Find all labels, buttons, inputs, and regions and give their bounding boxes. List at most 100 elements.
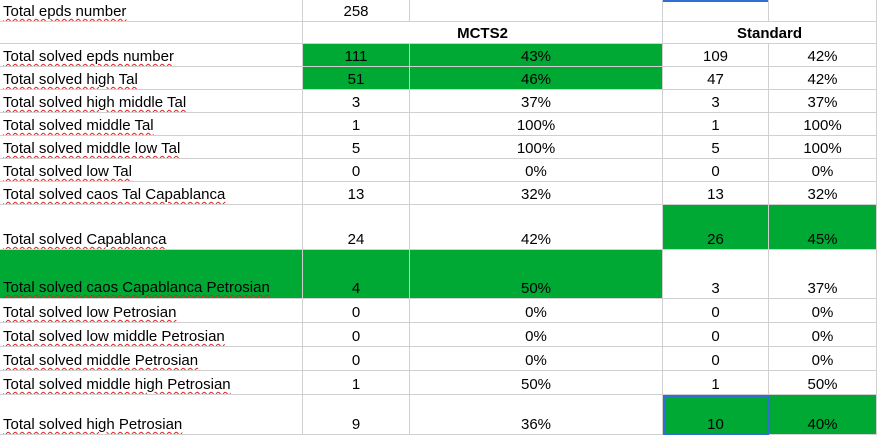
std-count-cell[interactable]: 0 <box>663 159 769 182</box>
mcts-pct-cell[interactable]: 36% <box>410 395 663 435</box>
mcts-pct-cell[interactable]: 46% <box>410 67 663 90</box>
std-count-cell[interactable]: 1 <box>663 371 769 395</box>
mcts-count-cell-text: 0 <box>351 163 361 180</box>
row-label-text: Total solved epds number <box>3 48 174 65</box>
std-count-cell-text: 3 <box>711 94 720 111</box>
mcts-count-cell[interactable]: 13 <box>303 182 410 205</box>
mcts-pct-cell[interactable]: 0% <box>410 323 663 347</box>
mcts-count-cell[interactable]: 9 <box>303 395 410 435</box>
mcts-count-cell[interactable]: 24 <box>303 205 410 250</box>
std-pct-cell[interactable]: 32% <box>769 182 877 205</box>
mcts-pct-cell[interactable]: 43% <box>410 44 663 67</box>
row-label[interactable]: Total solved Capablanca <box>0 205 303 250</box>
mcts-pct-cell[interactable]: 37% <box>410 90 663 113</box>
mcts-pct-cell[interactable]: 50% <box>410 371 663 395</box>
std-count-cell[interactable]: 10 <box>663 395 769 435</box>
row-label[interactable]: Total solved high Petrosian <box>0 395 303 435</box>
mcts-count-cell[interactable]: 111 <box>303 44 410 67</box>
mcts-pct-cell[interactable]: 50% <box>410 250 663 299</box>
row-label[interactable]: Total solved high Tal <box>0 67 303 90</box>
std-count-cell[interactable]: 26 <box>663 205 769 250</box>
row-label-text: Total solved middle Petrosian <box>3 352 199 369</box>
row-label-text: Total solved low middle Petrosian <box>3 328 225 345</box>
std-pct-cell[interactable]: 100% <box>769 136 877 159</box>
mcts-count-cell-text: 3 <box>351 94 361 111</box>
mcts-pct-cell[interactable]: 0% <box>410 299 663 323</box>
mcts-pct-cell[interactable]: 0% <box>410 347 663 371</box>
std-count-cell[interactable]: 47 <box>663 67 769 90</box>
row-label[interactable]: Total solved low middle Petrosian <box>0 323 303 347</box>
row-label[interactable]: Total solved middle Tal <box>0 113 303 136</box>
mcts-pct-cell-text: 32% <box>520 186 552 203</box>
row-label[interactable]: Total solved high middle Tal <box>0 90 303 113</box>
row-label-text: Total solved high Petrosian <box>3 416 183 433</box>
std-pct-cell-text: 32% <box>807 186 838 203</box>
mcts-pct-cell[interactable]: 32% <box>410 182 663 205</box>
mcts-pct-cell[interactable]: 100% <box>410 136 663 159</box>
std-count-cell[interactable]: 0 <box>663 323 769 347</box>
row-label[interactable]: Total solved caos Capablanca Petrosian <box>0 250 303 299</box>
mcts-count-cell[interactable]: 0 <box>303 347 410 371</box>
std-count-cell[interactable]: 13 <box>663 182 769 205</box>
std-pct-cell[interactable]: 0% <box>769 347 877 371</box>
std-pct-cell[interactable]: 45% <box>769 205 877 250</box>
row-label[interactable]: Total solved low Tal <box>0 159 303 182</box>
mcts-count-cell[interactable]: 3 <box>303 90 410 113</box>
row-label[interactable]: Total solved low Petrosian <box>0 299 303 323</box>
std-pct-cell[interactable]: 42% <box>769 67 877 90</box>
row-label[interactable]: Total solved caos Tal Capablanca <box>0 182 303 205</box>
std-pct-cell[interactable]: 37% <box>769 90 877 113</box>
std-pct-cell[interactable]: 100% <box>769 113 877 136</box>
header-standard[interactable]: Standard <box>663 22 877 44</box>
std-pct-cell[interactable]: 40% <box>769 395 877 435</box>
std-pct-cell-text: 0% <box>811 163 834 180</box>
row-label[interactable]: Total solved middle high Petrosian <box>0 371 303 395</box>
cell-empty[interactable] <box>769 0 877 22</box>
mcts-pct-cell[interactable]: 0% <box>410 159 663 182</box>
row-label[interactable]: Total solved epds number <box>0 44 303 67</box>
mcts-count-cell[interactable]: 51 <box>303 67 410 90</box>
mcts-count-cell[interactable]: 1 <box>303 113 410 136</box>
cell-empty[interactable] <box>410 0 663 22</box>
std-pct-cell-text: 50% <box>807 376 838 393</box>
mcts-count-cell[interactable]: 4 <box>303 250 410 299</box>
mcts-count-cell[interactable]: 1 <box>303 371 410 395</box>
mcts-count-cell-text: 51 <box>347 71 365 88</box>
std-count-cell[interactable]: 0 <box>663 347 769 371</box>
std-pct-cell[interactable]: 50% <box>769 371 877 395</box>
mcts-count-cell[interactable]: 0 <box>303 159 410 182</box>
std-count-cell[interactable]: 0 <box>663 299 769 323</box>
std-count-cell-text: 0 <box>711 163 720 180</box>
std-count-cell[interactable]: 1 <box>663 113 769 136</box>
std-pct-cell[interactable]: 0% <box>769 299 877 323</box>
std-count-cell[interactable]: 3 <box>663 250 769 299</box>
mcts-pct-cell-text: 43% <box>520 48 552 65</box>
cell-empty[interactable] <box>0 22 303 44</box>
row-label-text: Total solved low Petrosian <box>3 304 177 321</box>
mcts-count-cell[interactable]: 5 <box>303 136 410 159</box>
mcts-count-cell[interactable]: 0 <box>303 323 410 347</box>
std-pct-cell[interactable]: 0% <box>769 323 877 347</box>
std-pct-cell[interactable]: 42% <box>769 44 877 67</box>
std-pct-cell[interactable]: 37% <box>769 250 877 299</box>
cell-top-value[interactable]: 258 <box>303 0 410 22</box>
mcts-pct-cell[interactable]: 100% <box>410 113 663 136</box>
std-count-cell[interactable]: 5 <box>663 136 769 159</box>
header-mcts2[interactable]: MCTS2 <box>303 22 663 44</box>
row-label[interactable]: Total solved middle low Tal <box>0 136 303 159</box>
std-count-cell[interactable]: 3 <box>663 90 769 113</box>
mcts-count-cell-text: 4 <box>351 280 361 297</box>
cell-top-label[interactable]: Total epds number <box>0 0 303 22</box>
std-count-cell[interactable]: 109 <box>663 44 769 67</box>
cell-empty[interactable] <box>663 0 769 22</box>
row-label-text: Total solved middle low Tal <box>3 140 181 157</box>
mcts-pct-cell[interactable]: 42% <box>410 205 663 250</box>
mcts-count-cell-text: 0 <box>351 352 361 369</box>
std-pct-cell-text: 37% <box>807 280 838 297</box>
std-count-cell-text: 1 <box>711 117 720 134</box>
row-label[interactable]: Total solved middle Petrosian <box>0 347 303 371</box>
row-label-text: Total solved Capablanca <box>3 231 167 248</box>
std-pct-cell[interactable]: 0% <box>769 159 877 182</box>
std-count-cell-text: 13 <box>707 186 724 203</box>
mcts-count-cell[interactable]: 0 <box>303 299 410 323</box>
